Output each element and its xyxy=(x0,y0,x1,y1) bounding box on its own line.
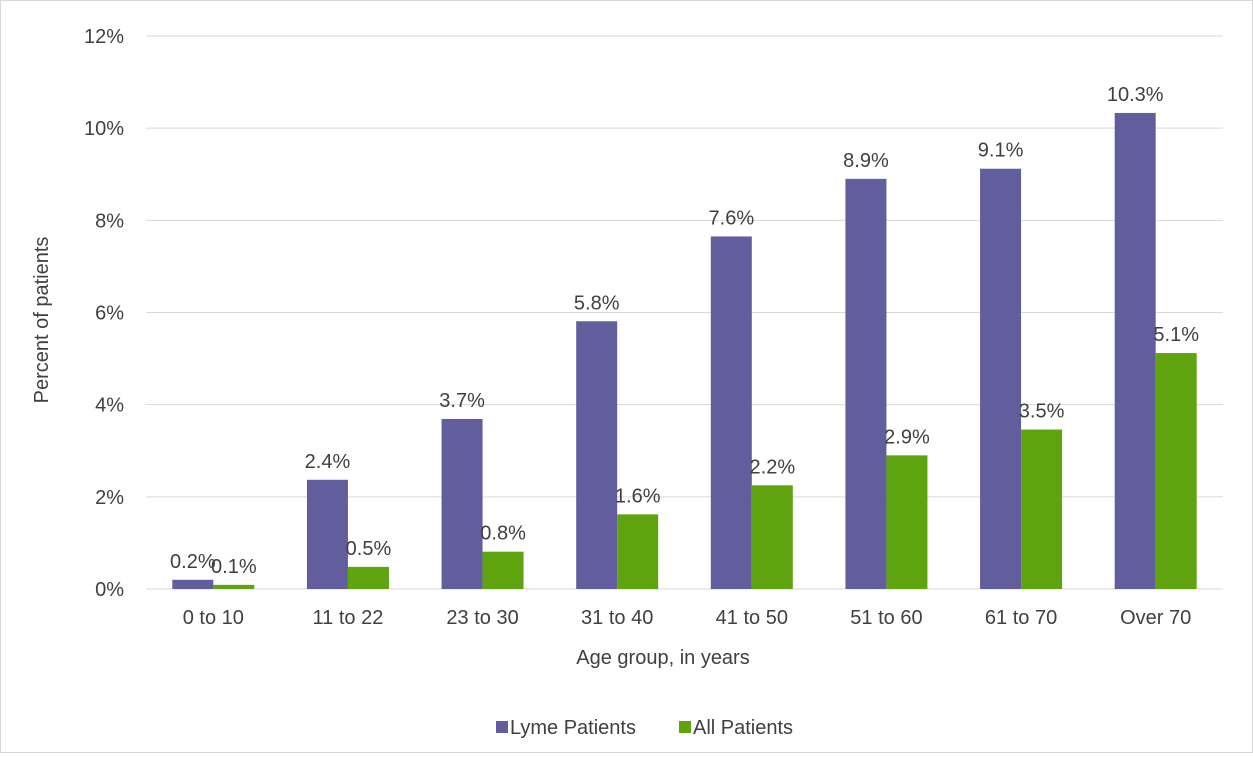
y-tick-label: 12% xyxy=(84,26,124,48)
data-labels: 0.2% 2.4% 3.7% 5.8% 7.6% 8.9% 9.1% 10.3% 0.1% 0.5… xyxy=(170,84,1199,578)
y-axis-ticks: 0% 2% 4% 6% 8% 10% 12% xyxy=(84,26,124,601)
legend-swatch xyxy=(496,721,508,733)
bar-all-6 xyxy=(1021,429,1063,589)
bar-lyme-1 xyxy=(306,479,348,589)
bar-lyme-7 xyxy=(1114,112,1156,589)
bar-lyme-3 xyxy=(576,321,618,589)
bars xyxy=(172,112,1197,589)
data-label: 9.1% xyxy=(978,140,1024,162)
data-label: 7.6% xyxy=(709,207,755,229)
data-label: 5.1% xyxy=(1153,324,1199,346)
bar-lyme-6 xyxy=(980,168,1022,589)
data-label: 0.2% xyxy=(170,551,216,573)
bar-all-4 xyxy=(751,485,793,589)
x-category-label: 0 to 10 xyxy=(183,607,244,629)
data-label: 2.4% xyxy=(305,451,351,473)
x-category-label: 41 to 50 xyxy=(716,607,788,629)
bar-all-3 xyxy=(617,514,659,589)
bar-lyme-2 xyxy=(441,418,483,589)
x-category-label: 51 to 60 xyxy=(850,607,922,629)
legend-label: All Patients xyxy=(693,717,793,739)
bar-lyme-0 xyxy=(172,579,214,589)
data-label: 8.9% xyxy=(843,150,889,172)
bar-lyme-4 xyxy=(710,236,752,589)
y-tick-label: 4% xyxy=(95,395,124,417)
y-tick-label: 6% xyxy=(95,303,124,325)
data-label: 0.8% xyxy=(480,523,526,545)
x-category-label: Over 70 xyxy=(1120,607,1191,629)
x-category-label: 23 to 30 xyxy=(446,607,518,629)
data-label: 2.9% xyxy=(884,426,930,448)
data-label: 10.3% xyxy=(1107,84,1164,106)
legend-swatch xyxy=(679,721,691,733)
x-axis-categories: 0 to 10 11 to 22 23 to 30 31 to 40 41 to 50 5… xyxy=(183,607,1192,629)
x-category-label: 11 to 22 xyxy=(313,607,384,629)
bar-all-0 xyxy=(213,584,255,589)
y-tick-label: 2% xyxy=(95,487,124,509)
bar-all-1 xyxy=(347,566,389,589)
data-label: 2.2% xyxy=(750,456,796,478)
data-label: 1.6% xyxy=(615,485,661,507)
bar-all-2 xyxy=(482,551,524,589)
bar-all-7 xyxy=(1155,353,1197,589)
data-label: 0.1% xyxy=(211,556,257,578)
x-axis-title: Age group, in years xyxy=(576,647,749,669)
y-axis-title: Percent of patients xyxy=(31,237,53,404)
legend-item-all: All Patients xyxy=(679,717,793,739)
bar-lyme-5 xyxy=(845,178,887,589)
bar-all-5 xyxy=(886,455,928,589)
y-tick-label: 10% xyxy=(84,118,124,140)
legend: Lyme Patients All Patients xyxy=(496,717,793,739)
data-label: 5.8% xyxy=(574,292,620,314)
y-tick-label: 8% xyxy=(95,210,124,232)
x-category-label: 31 to 40 xyxy=(581,607,653,629)
x-category-label: 61 to 70 xyxy=(985,607,1057,629)
data-label: 3.5% xyxy=(1019,401,1065,423)
data-label: 3.7% xyxy=(439,390,485,412)
legend-item-lyme: Lyme Patients xyxy=(496,717,636,739)
legend-label: Lyme Patients xyxy=(510,717,636,739)
data-label: 0.5% xyxy=(346,538,392,560)
y-tick-label: 0% xyxy=(95,579,124,601)
